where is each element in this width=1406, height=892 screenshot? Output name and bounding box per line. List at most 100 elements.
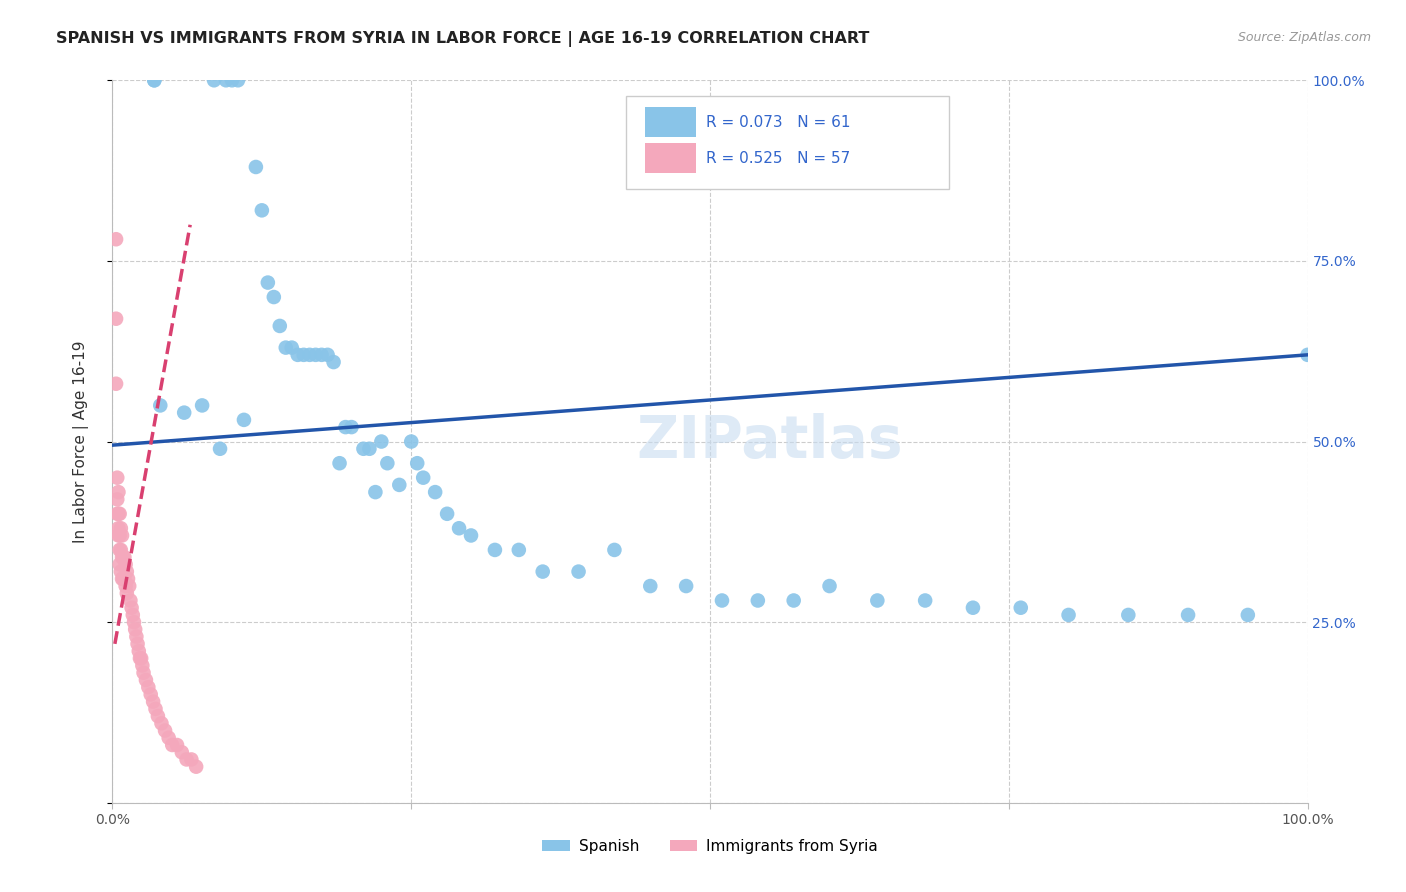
Point xyxy=(436,507,458,521)
Point xyxy=(377,456,399,470)
Point xyxy=(186,760,208,774)
Point xyxy=(202,73,225,87)
Point xyxy=(108,558,131,572)
Text: Source: ZipAtlas.com: Source: ZipAtlas.com xyxy=(1237,31,1371,45)
Point xyxy=(292,348,315,362)
Point xyxy=(129,651,152,665)
Point xyxy=(105,507,128,521)
Point xyxy=(215,73,238,87)
Point xyxy=(107,507,129,521)
Point xyxy=(269,318,291,333)
Point xyxy=(263,290,285,304)
Point xyxy=(145,702,167,716)
Point xyxy=(149,398,172,412)
Point xyxy=(105,232,128,246)
Point xyxy=(114,579,136,593)
Point xyxy=(226,73,249,87)
Point xyxy=(747,593,769,607)
Point xyxy=(1010,600,1032,615)
Point xyxy=(352,442,374,456)
Point xyxy=(170,745,193,759)
Point xyxy=(143,73,166,87)
Point xyxy=(117,572,139,586)
Point xyxy=(129,651,152,665)
Point xyxy=(675,579,697,593)
Point xyxy=(322,355,344,369)
Point xyxy=(711,593,734,607)
Point xyxy=(484,542,506,557)
Point xyxy=(531,565,554,579)
Text: SPANISH VS IMMIGRANTS FROM SYRIA IN LABOR FORCE | AGE 16-19 CORRELATION CHART: SPANISH VS IMMIGRANTS FROM SYRIA IN LABO… xyxy=(56,31,870,47)
Point xyxy=(359,442,381,456)
Point xyxy=(114,550,135,565)
Point xyxy=(143,73,166,87)
Point xyxy=(298,348,321,362)
Point xyxy=(281,341,304,355)
Point xyxy=(245,160,267,174)
FancyBboxPatch shape xyxy=(645,107,696,137)
Point xyxy=(111,528,134,542)
Point xyxy=(1296,348,1319,362)
Point xyxy=(340,420,363,434)
Point xyxy=(138,680,160,694)
Point xyxy=(153,723,176,738)
Point xyxy=(274,341,297,355)
Point xyxy=(250,203,273,218)
Text: R = 0.525   N = 57: R = 0.525 N = 57 xyxy=(706,151,851,166)
Point xyxy=(121,600,143,615)
Point xyxy=(311,348,333,362)
Point xyxy=(105,492,128,507)
Point xyxy=(866,593,889,607)
Point xyxy=(162,738,183,752)
Point xyxy=(914,593,936,607)
Point xyxy=(305,348,328,362)
Legend: Spanish, Immigrants from Syria: Spanish, Immigrants from Syria xyxy=(536,833,884,860)
Point xyxy=(111,572,134,586)
Point xyxy=(139,687,162,701)
Point xyxy=(406,456,429,470)
Point xyxy=(120,593,142,607)
Point xyxy=(105,376,128,391)
Point xyxy=(112,572,135,586)
Point xyxy=(1177,607,1199,622)
Point xyxy=(818,579,841,593)
Point xyxy=(166,738,188,752)
Point xyxy=(191,398,214,412)
Point xyxy=(131,658,153,673)
Point xyxy=(1237,607,1260,622)
Point xyxy=(135,673,157,687)
Point xyxy=(146,709,169,723)
Y-axis label: In Labor Force | Age 16-19: In Labor Force | Age 16-19 xyxy=(73,340,89,543)
Point xyxy=(132,665,155,680)
Point xyxy=(364,485,387,500)
Point xyxy=(412,470,434,484)
Point xyxy=(401,434,423,449)
Point xyxy=(447,521,470,535)
Point xyxy=(108,507,131,521)
Point xyxy=(603,542,626,557)
Point xyxy=(176,752,198,766)
Point xyxy=(125,630,148,644)
Point xyxy=(150,716,173,731)
Point xyxy=(782,593,804,607)
Point xyxy=(388,478,411,492)
Point xyxy=(508,542,530,557)
Point xyxy=(335,420,357,434)
Point xyxy=(329,456,352,470)
FancyBboxPatch shape xyxy=(627,96,949,189)
Point xyxy=(157,731,180,745)
Point xyxy=(110,542,132,557)
Point xyxy=(142,695,165,709)
Point xyxy=(110,565,132,579)
Point xyxy=(115,565,138,579)
Point xyxy=(107,485,129,500)
Point xyxy=(114,572,135,586)
Point xyxy=(173,406,195,420)
FancyBboxPatch shape xyxy=(645,143,696,173)
Point xyxy=(257,276,280,290)
Point xyxy=(124,623,146,637)
Point xyxy=(108,528,131,542)
Point xyxy=(118,579,141,593)
Point xyxy=(114,558,136,572)
Point xyxy=(180,752,202,766)
